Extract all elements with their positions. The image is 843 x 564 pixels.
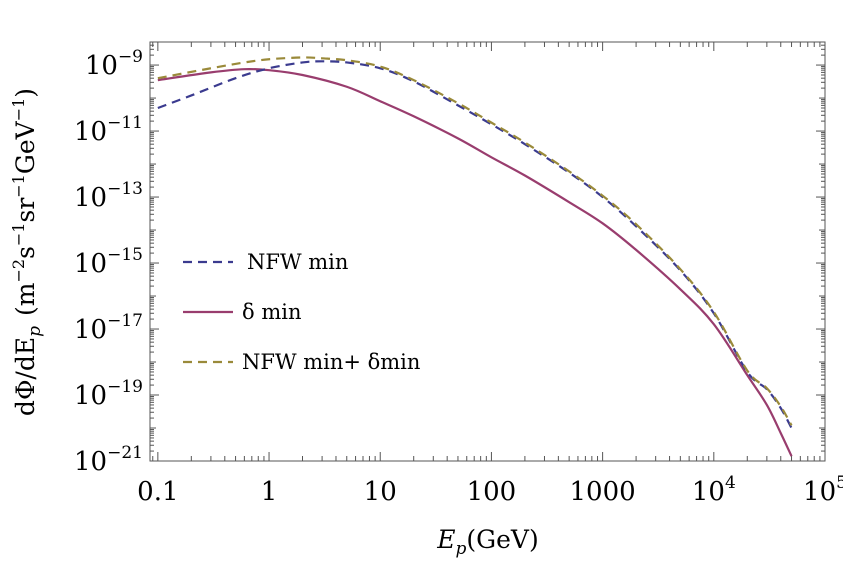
x-tick-label: 104 (692, 473, 736, 507)
y-tick-label: 10−9 (85, 47, 143, 81)
x-tick-label: 10 (364, 477, 397, 507)
x-tick-label: 0.1 (137, 477, 178, 507)
y-tick-label: 10−17 (74, 311, 143, 345)
legend-label-nfw-min: NFW min (247, 250, 348, 274)
x-tick-label: 100 (467, 477, 517, 507)
x-tick-label: 105 (803, 473, 843, 507)
y-tick-label: 10−15 (74, 245, 143, 279)
y-axis-title: dΦ/dEp(m−2s−1sr−1GeV−1) (9, 88, 45, 416)
series-nfw-plus-delta (157, 56, 793, 426)
x-tick-label: 1 (261, 477, 278, 507)
x-axis-title: Ep(GeV) (436, 525, 538, 559)
legend-label-delta-min: δ min (242, 300, 301, 324)
series-delta-min (157, 67, 793, 457)
legend: NFW min δ min NFW min+ δmin (183, 250, 420, 374)
plot-frame (149, 41, 826, 462)
ticks (150, 41, 826, 462)
legend-label-nfw-plus-delta: NFW min+ δmin (242, 350, 420, 374)
curves (157, 56, 793, 457)
y-tick-label: 10−19 (74, 377, 143, 411)
tick-labels: 0.1 1 10 100 1000 104 105 10−21 10−19 10−17 10−15 1… (74, 47, 843, 507)
y-tick-label: 10−13 (74, 179, 143, 213)
x-tick-label: 1000 (570, 477, 636, 507)
y-tick-label: 10−21 (74, 443, 143, 477)
y-tick-label: 10−11 (74, 113, 143, 147)
